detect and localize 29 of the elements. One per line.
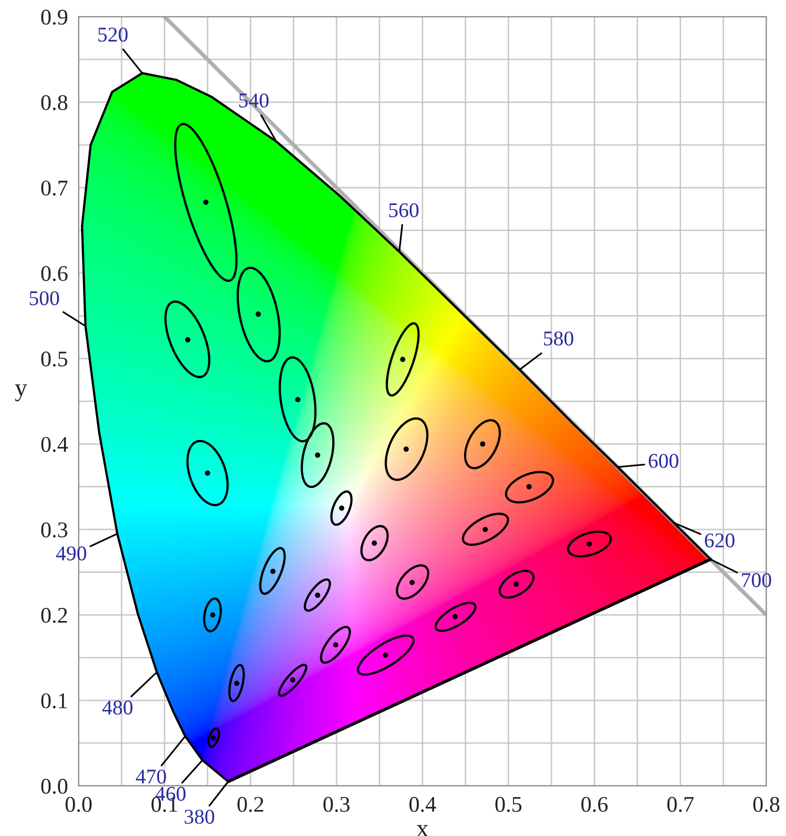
annotation: 620 [704,533,734,548]
annotation: 380 [184,810,214,824]
annotation: 470 [136,770,166,784]
x-tick-label: 0.0 [66,796,92,812]
annotation: 540 [239,93,269,108]
annotation: 560 [389,203,418,218]
y-tick-label: 0.9 [41,10,68,25]
y-tick-label: 0.5 [41,351,68,367]
annotation: 600 [648,454,678,468]
y-tick-label: 0.1 [41,693,67,708]
x-tick-label: 0.4 [409,796,436,812]
annotation: 520 [98,28,128,42]
y-tick-label: 0.2 [41,608,67,623]
y-axis-title: y [15,384,28,402]
y-tick-label: 0.4 [41,436,68,452]
y-tick-label: 0.6 [41,266,68,282]
x-tick-label: 0.5 [495,796,522,812]
x-tick-label: 0.7 [667,796,694,812]
y-tick-label: 0.0 [41,778,68,794]
x-tick-label: 0.6 [581,796,608,812]
y-tick-label: 0.7 [41,180,68,196]
y-tick-label: 0.3 [41,522,68,538]
x-tick-label: 0.3 [323,796,350,812]
annotation: 500 [30,291,60,306]
annotation: 480 [102,700,132,715]
y-tick-label: 0.8 [41,95,68,110]
annotation: 580 [544,331,574,346]
x-tick-label: 0.2 [237,796,264,812]
x-tick-label: 0.8 [753,796,780,812]
